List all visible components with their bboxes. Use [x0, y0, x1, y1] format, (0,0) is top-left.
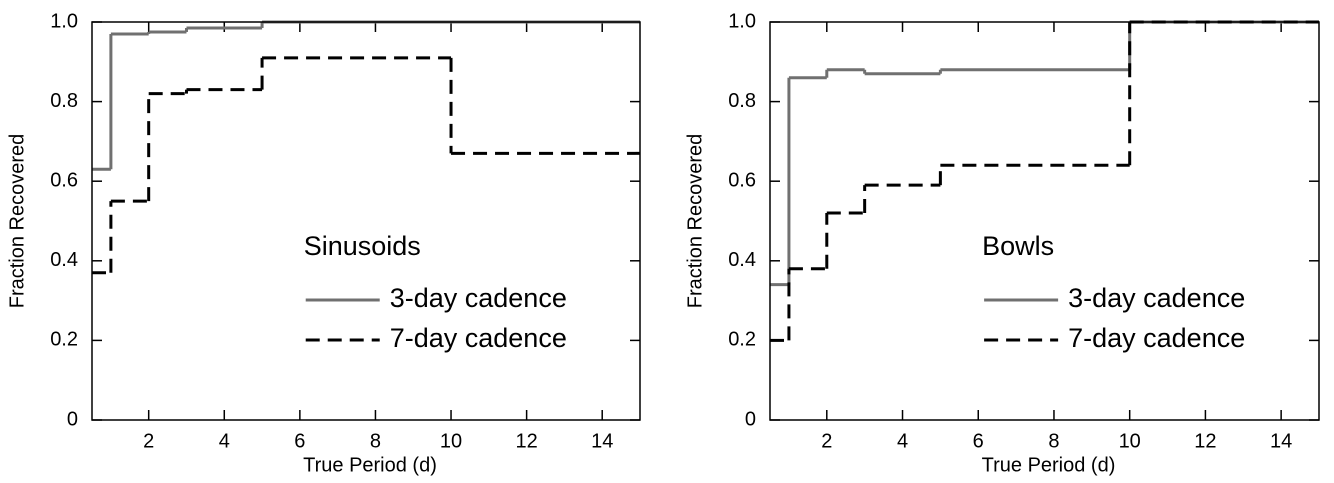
x-tick-label: 6 [973, 430, 984, 452]
legend-label: 7-day cadence [390, 323, 567, 353]
plot-frame [91, 21, 641, 421]
y-tick-label: 0.8 [728, 90, 756, 112]
x-tick-label: 14 [591, 430, 613, 452]
y-tick-label: 1.0 [728, 10, 756, 32]
y-tick-label: 0.2 [728, 329, 756, 351]
y-tick-label: 0 [745, 408, 756, 430]
x-tick-label: 12 [1194, 430, 1216, 452]
legend-label: 7-day cadence [1068, 323, 1245, 353]
x-tick-label: 2 [143, 430, 154, 452]
x-tick-label: 14 [1270, 430, 1292, 452]
y-tick-label: 0.6 [728, 169, 756, 191]
x-tick-label: 2 [821, 430, 832, 452]
annotation: Bowls [982, 231, 1054, 261]
y-tick-label: 0.6 [50, 169, 78, 191]
x-tick-label: 12 [515, 430, 537, 452]
x-axis-label: True Period (d) [982, 454, 1116, 476]
y-tick-label: 0.4 [50, 249, 78, 271]
y-axis-label: Fraction Recovered [6, 134, 28, 309]
chart: 0 0.2 0.4 0.6 0.8 1.0 2 4 6 8 10 12 14 3-day cadence 7… [684, 10, 1320, 476]
x-axis-label: True Period (d) [303, 454, 437, 476]
x-tick-label: 8 [1048, 430, 1059, 452]
y-tick-label: 0.2 [50, 329, 78, 351]
x-tick-label: 4 [897, 430, 908, 452]
x-tick-label: 4 [219, 430, 230, 452]
plot-frame [769, 21, 1320, 421]
x-tick-label: 6 [294, 430, 305, 452]
legend-label: 3-day cadence [1068, 283, 1245, 313]
y-tick-label: 0.4 [728, 249, 756, 271]
y-tick-label: 1.0 [50, 10, 78, 32]
x-tick-label: 8 [370, 430, 381, 452]
y-tick-label: 0.8 [50, 90, 78, 112]
x-tick-label: 10 [1119, 430, 1141, 452]
chart: 0 0.2 0.4 0.6 0.8 1.0 2 4 6 8 10 12 14 3-day cadence 7… [6, 10, 641, 476]
x-tick-label: 10 [440, 430, 462, 452]
y-tick-label: 0 [67, 408, 78, 430]
y-axis-label: Fraction Recovered [684, 134, 706, 309]
legend-label: 3-day cadence [390, 283, 567, 313]
annotation: Sinusoids [304, 231, 421, 261]
